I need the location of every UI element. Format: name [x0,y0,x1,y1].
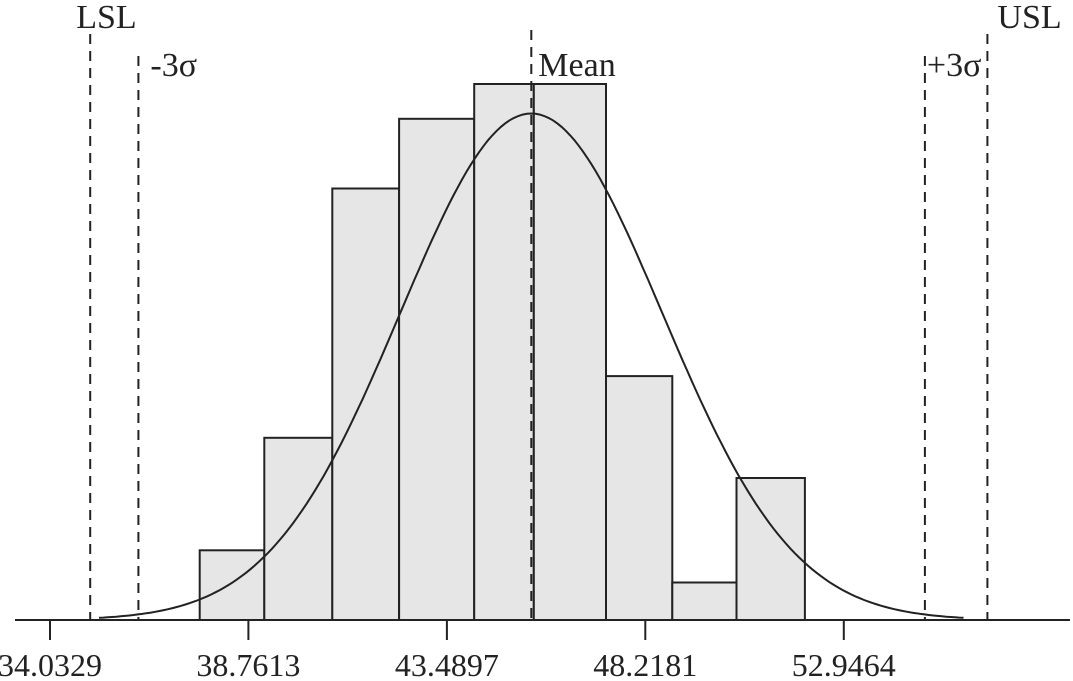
reference-label-plusminus-3sigma: +3σ [927,47,982,84]
histogram-bar-8 [671,581,738,621]
histogram-bar-5 [473,83,535,621]
x-tick-label-4: 48.2181 [593,647,697,681]
x-tick-label-3: 43.4897 [395,647,499,681]
reference-label-lsl: LSL [76,0,136,36]
ticks-layer: 34.0329 38.7613 43.4897 48.2181 52.9464 [0,620,896,681]
histogram-bar-1 [198,549,266,621]
x-tick-label-1: 34.0329 [0,647,102,681]
reference-label-minus-3sigma: -3σ [150,47,197,84]
histogram-bar-9 [735,477,806,621]
x-tick-label-5: 52.9464 [792,647,896,681]
histogram-bar-2 [263,436,334,621]
reference-labels-layer: LSL -3σ Mean +3σ USL [76,0,1061,84]
histogram-bar-7 [605,375,674,621]
histogram-bar-4 [398,117,476,622]
x-tick-label-2: 38.7613 [196,647,300,681]
reference-lines-layer [89,30,989,620]
histogram-bar-3 [331,187,400,621]
histogram-bar-6 [532,83,607,621]
reference-label-mean: Mean [538,47,615,84]
normal-curve [98,112,964,619]
reference-label-usl: USL [997,0,1061,36]
bars-layer [198,83,806,622]
